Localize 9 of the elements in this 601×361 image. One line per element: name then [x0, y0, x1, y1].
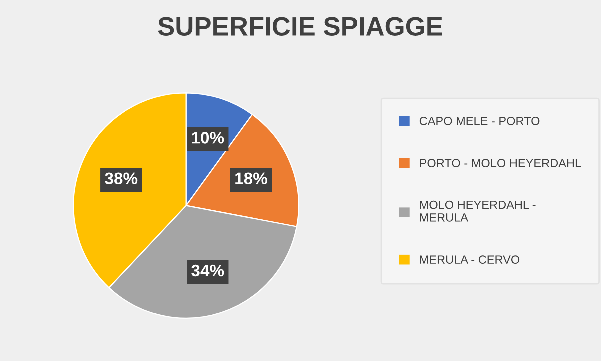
legend-label: MERULA - CERVO	[420, 256, 520, 264]
data-label: 34%	[192, 264, 224, 277]
legend-label: MOLO HEYERDAHL - MERULA	[420, 200, 536, 222]
chart-title: SUPERFICIE SPIAGGE	[158, 17, 442, 36]
data-label: 38%	[105, 172, 138, 185]
legend-label: CAPO MELE - PORTO	[420, 117, 540, 126]
legend-label: PORTO - MOLO HEYERDAHL	[420, 159, 582, 168]
data-label: 10%	[192, 132, 224, 144]
data-label: 18%	[236, 172, 268, 185]
